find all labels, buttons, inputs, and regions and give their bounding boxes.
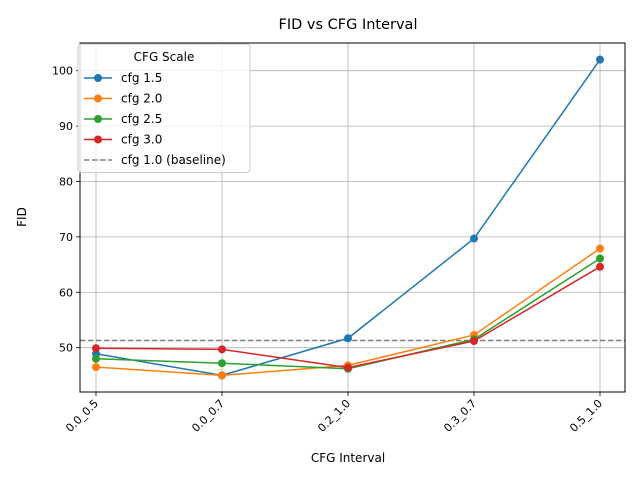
- data-point: [470, 337, 478, 346]
- data-point: [218, 359, 226, 368]
- data-point: [92, 354, 100, 363]
- x-tick-label: 0.3_0.7: [441, 397, 479, 435]
- y-tick-label: 50: [59, 342, 73, 355]
- data-point: [344, 334, 352, 343]
- data-point: [596, 254, 604, 263]
- legend-marker: [94, 94, 102, 103]
- legend-label: cfg 1.5: [121, 71, 162, 85]
- data-point: [218, 371, 226, 380]
- x-axis-label: CFG Interval: [311, 451, 385, 465]
- x-tick-label: 0.2_1.0: [315, 397, 353, 435]
- y-axis-label: FID: [15, 207, 29, 227]
- data-point: [596, 262, 604, 271]
- series-cfg-3_0: [92, 262, 604, 372]
- data-point: [92, 363, 100, 372]
- plot-frame: [79, 42, 626, 393]
- legend-label: cfg 1.0 (baseline): [121, 153, 226, 167]
- legend-label: cfg 2.5: [121, 112, 162, 126]
- legend-marker: [94, 135, 102, 144]
- y-tick-label: 70: [59, 231, 73, 244]
- legend-box: [77, 43, 251, 173]
- data-point: [596, 244, 604, 253]
- legend: CFG Scale cfg 1.5 cfg 2.0 cfg 2.5 cfg 3.0 cfg…: [77, 43, 251, 173]
- x-tick-label: 0.5_1.0: [567, 397, 605, 435]
- data-point: [470, 234, 478, 243]
- legend-label: cfg 2.0: [121, 92, 162, 106]
- x-tick-label: 0.0_0.5: [63, 397, 101, 435]
- y-tick-label: 100: [52, 65, 73, 78]
- y-tick-label: 60: [59, 286, 73, 299]
- x-axis: 0.0_0.5 0.0_0.7 0.2_1.0 0.3_0.7 0.5_1.0: [63, 392, 605, 435]
- data-point: [344, 363, 352, 372]
- y-tick-label: 90: [59, 120, 73, 133]
- legend-label: cfg 3.0: [121, 133, 162, 147]
- series-layer: [92, 55, 604, 380]
- y-tick-label: 80: [59, 175, 73, 188]
- y-axis: 50 60 70 80 90 100: [52, 65, 80, 355]
- data-point: [92, 344, 100, 353]
- chart-title: FID vs CFG Interval: [279, 17, 418, 33]
- x-tick-label: 0.0_0.7: [189, 397, 227, 435]
- legend-marker: [94, 74, 102, 82]
- data-point: [218, 345, 226, 354]
- legend-title: CFG Scale: [134, 50, 195, 64]
- data-point: [596, 55, 604, 64]
- legend-marker: [94, 115, 102, 123]
